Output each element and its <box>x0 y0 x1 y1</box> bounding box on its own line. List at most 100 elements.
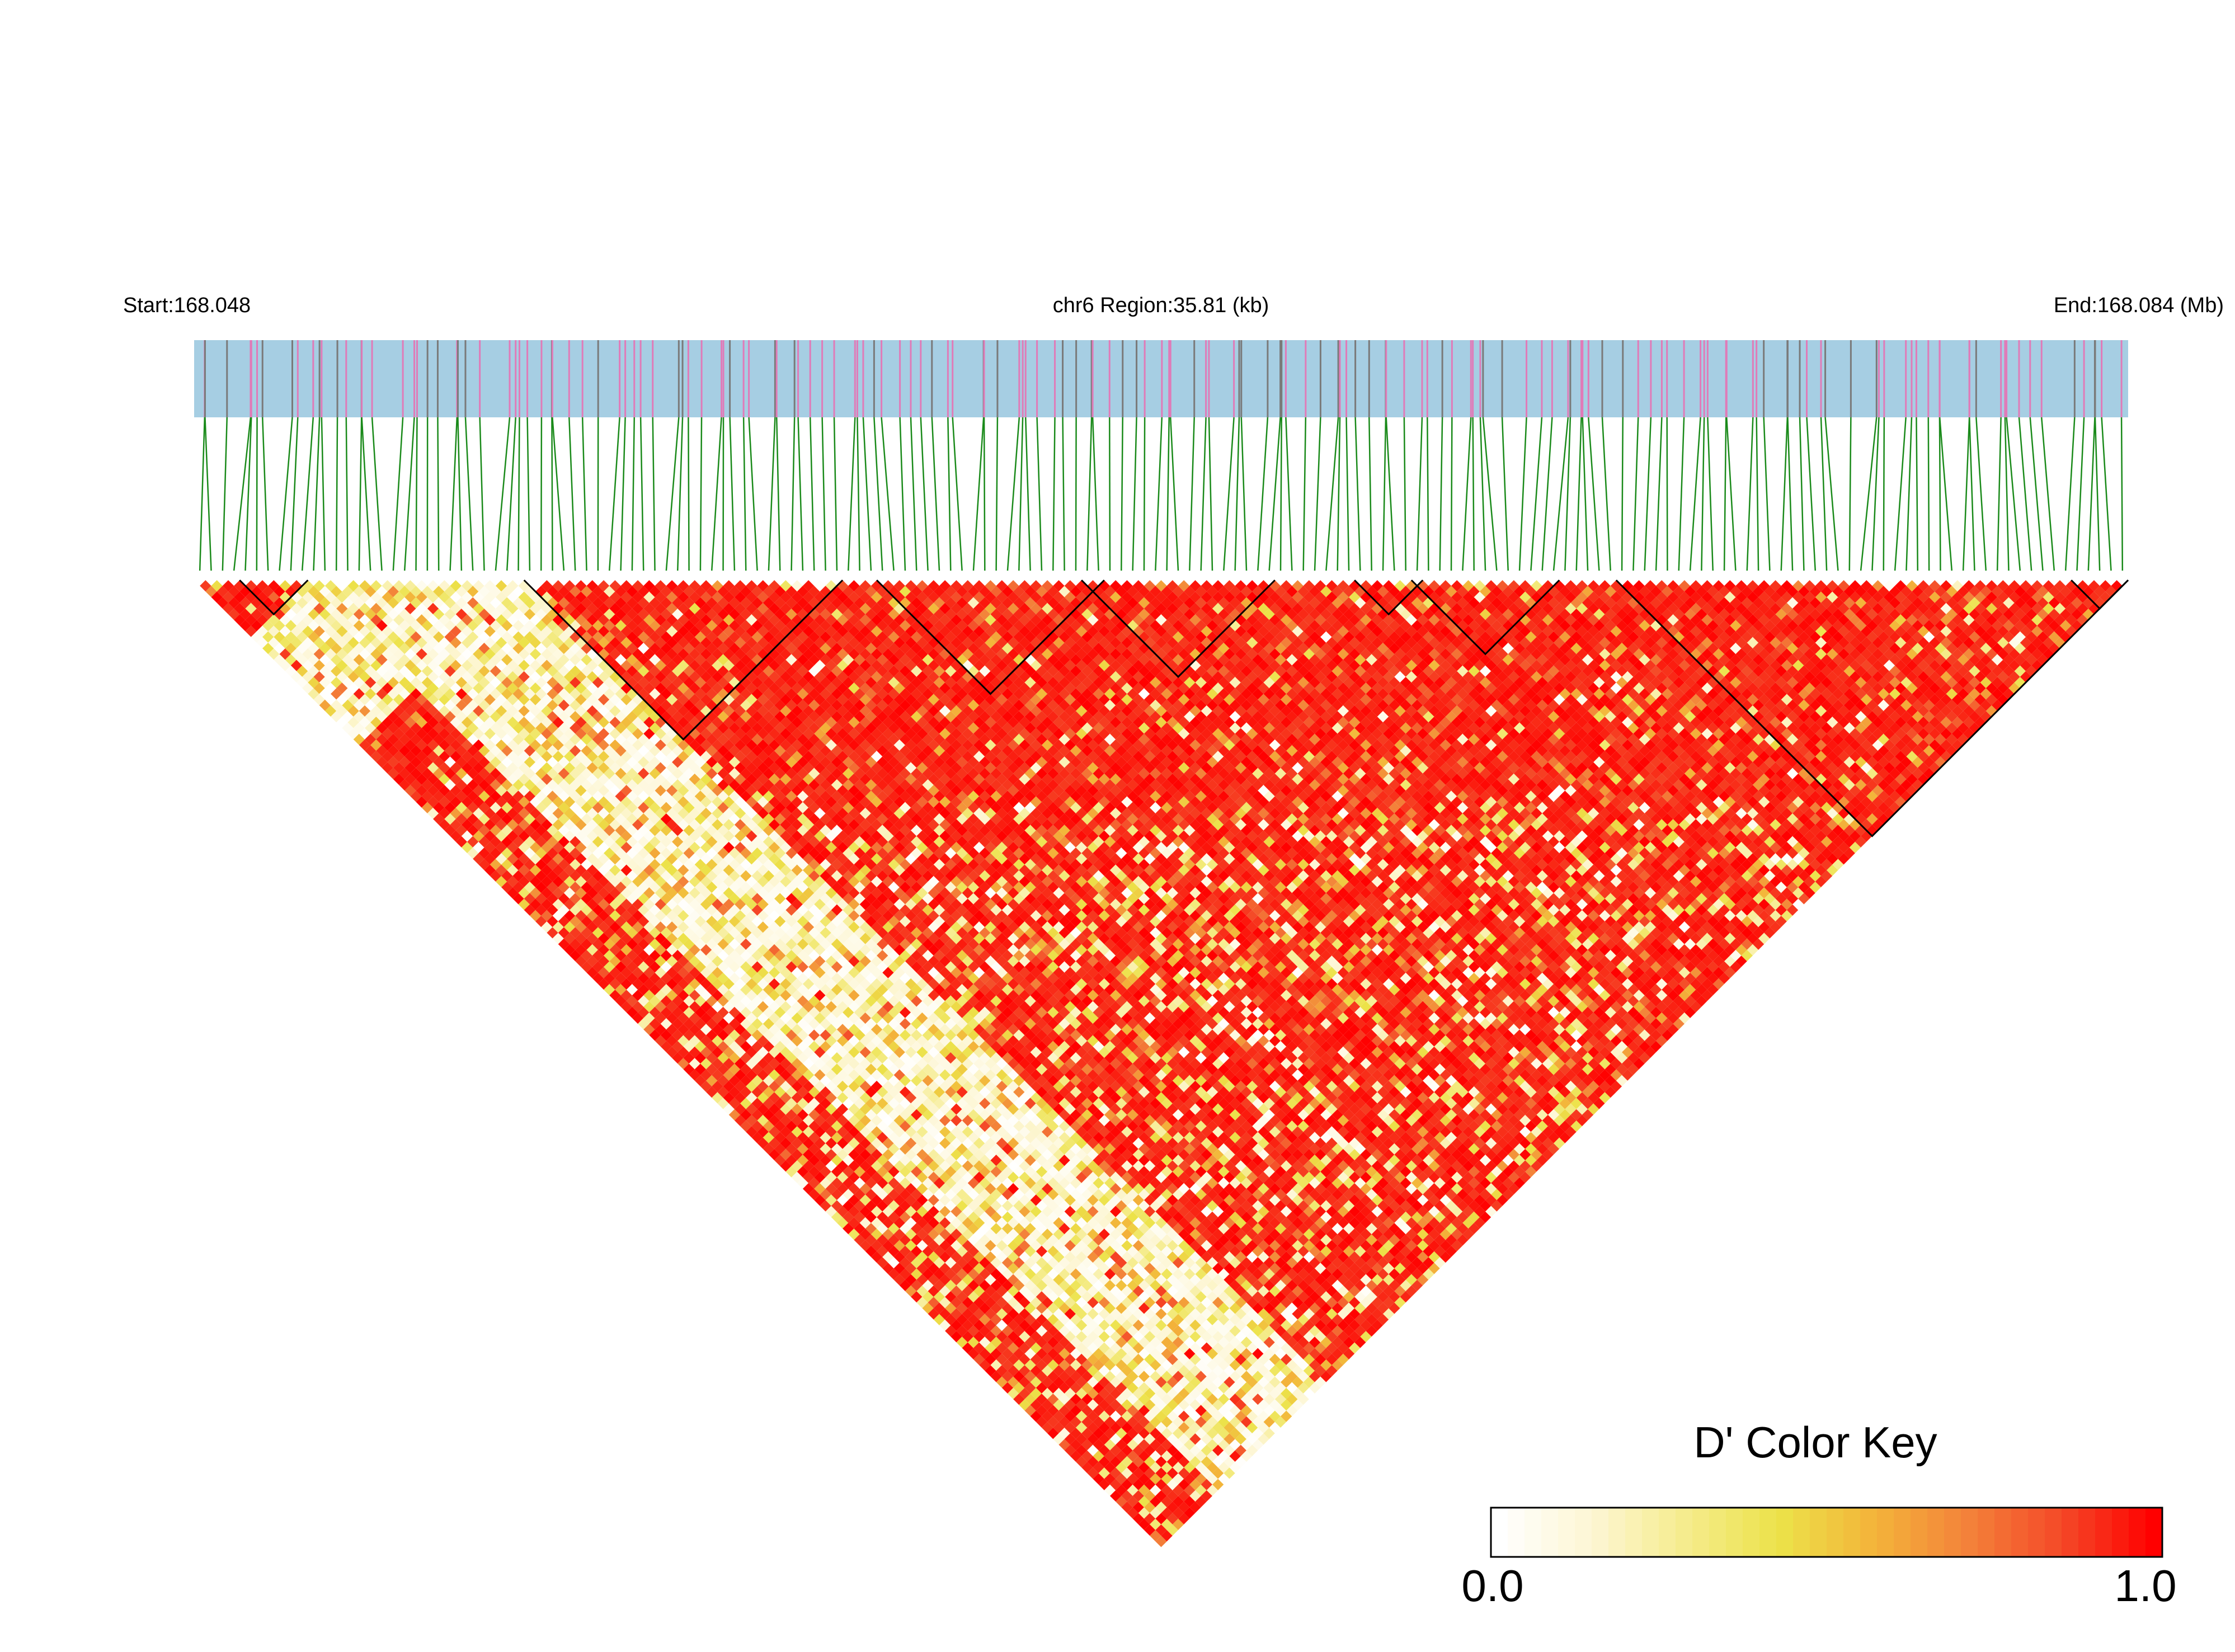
ld-cell <box>1047 1359 1059 1371</box>
ld-cell <box>888 1222 900 1235</box>
ld-cell <box>962 1331 973 1343</box>
snp-connector <box>995 417 999 571</box>
snp-connector <box>301 417 314 571</box>
ld-cell <box>410 745 422 757</box>
ld-cell <box>297 597 308 609</box>
ld-cell <box>319 642 331 655</box>
ld-cell <box>501 802 513 813</box>
ld-cell <box>728 1075 741 1086</box>
ld-cell <box>353 699 365 711</box>
ld-cell <box>820 1166 831 1178</box>
snp-connector <box>1820 417 1828 571</box>
ld-cell <box>262 631 274 643</box>
snp-connector <box>1143 417 1146 571</box>
ld-cell <box>740 1075 752 1086</box>
ld-cell <box>979 1359 991 1371</box>
ld-cell <box>922 1268 934 1280</box>
ld-cell <box>370 705 382 717</box>
snp-connector <box>415 417 418 571</box>
ld-cell <box>911 1256 923 1269</box>
ld-cell <box>507 841 519 854</box>
ld-cell <box>558 915 570 928</box>
ld-cell <box>1161 1484 1173 1496</box>
ld-cell <box>854 1234 865 1246</box>
ld-cell <box>1030 1399 1042 1411</box>
ld-cell <box>967 1302 980 1314</box>
snp-connector <box>2087 417 2096 571</box>
ld-cell <box>1058 1371 1070 1382</box>
ld-cell <box>1098 1467 1110 1479</box>
ld-cell <box>655 1035 666 1047</box>
snp-connector <box>1439 417 1443 571</box>
ld-cell <box>410 756 422 768</box>
ld-cell <box>928 1308 939 1320</box>
ld-cell <box>1132 1490 1144 1502</box>
ld-cell <box>455 802 468 813</box>
ld-cell <box>319 676 331 689</box>
ld-cell <box>518 864 530 876</box>
snp-connector <box>1969 417 1975 571</box>
ld-cell <box>1132 1513 1144 1524</box>
ld-cell <box>1109 1490 1122 1502</box>
ld-cell <box>353 654 365 666</box>
ld-cell <box>518 853 530 865</box>
ld-cell <box>939 1274 951 1286</box>
ld-cell <box>871 1183 883 1195</box>
snp-connector <box>1382 417 1387 571</box>
ld-cell <box>535 881 547 893</box>
ld-cell <box>347 728 359 740</box>
ld-cell <box>859 1194 871 1206</box>
ld-cell <box>268 637 280 649</box>
ld-cell <box>501 859 513 870</box>
ld-cell <box>1030 1376 1042 1388</box>
snp-connector <box>833 417 838 571</box>
ld-cell <box>1047 1382 1059 1394</box>
ld-cell <box>347 660 359 671</box>
ld-cell <box>1155 1490 1167 1502</box>
snp-connector <box>1763 417 1771 571</box>
ld-cell <box>427 762 439 774</box>
ld-cell <box>541 898 553 910</box>
ld-cell <box>547 881 558 893</box>
ld-cell <box>324 637 337 649</box>
ld-cell <box>290 603 303 615</box>
snp-connector <box>1006 417 1020 571</box>
ld-cell <box>308 676 319 689</box>
ld-cell <box>763 1109 775 1121</box>
ld-cell <box>1132 1479 1144 1490</box>
ld-cell <box>825 1206 837 1217</box>
ld-cell <box>535 893 547 905</box>
ld-cell <box>1093 1416 1104 1428</box>
ld-cell <box>1087 1410 1099 1422</box>
ld-cell <box>922 1291 934 1303</box>
ld-cell <box>899 1256 911 1269</box>
ld-cell <box>1172 1495 1184 1508</box>
ld-cell <box>712 1080 723 1093</box>
ld-cell <box>985 1342 996 1354</box>
ld-cell <box>1121 1502 1133 1513</box>
ld-cell <box>421 756 434 768</box>
ld-cell <box>331 676 342 689</box>
ld-cell <box>985 1319 996 1331</box>
ld-cell <box>1024 1382 1036 1394</box>
snp-connector <box>711 417 722 571</box>
ld-cell <box>888 1211 900 1223</box>
ld-cell <box>1109 1422 1122 1434</box>
ld-cell <box>359 694 371 705</box>
snp-connector <box>1787 417 1794 571</box>
ld-cell <box>1121 1490 1133 1502</box>
snp-connector <box>506 417 516 571</box>
snp-connector <box>1601 417 1611 571</box>
ld-cell <box>518 841 530 854</box>
ld-cell <box>370 728 382 740</box>
ld-cell <box>1116 1484 1127 1496</box>
ld-cell <box>382 717 393 728</box>
ld-cell <box>905 1240 917 1251</box>
ld-cell <box>962 1319 973 1331</box>
ld-cell <box>666 1035 678 1047</box>
snp-connector <box>873 417 883 571</box>
ld-cell <box>324 683 337 694</box>
snp-connector <box>1564 417 1571 571</box>
ld-cell <box>575 944 587 956</box>
ld-cell <box>234 614 246 626</box>
